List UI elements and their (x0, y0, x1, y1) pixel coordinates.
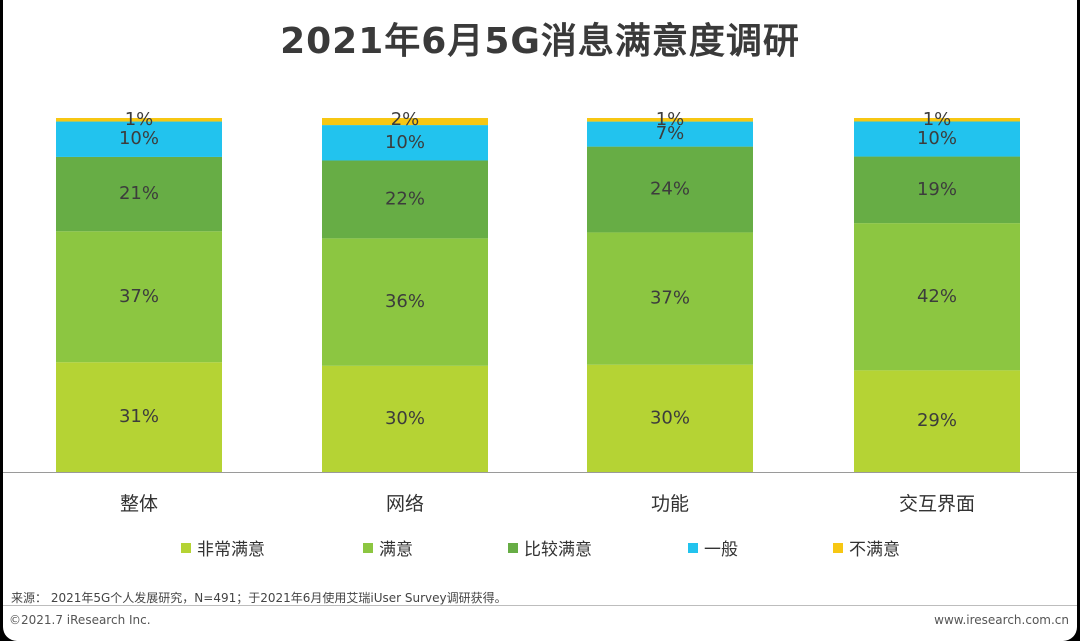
legend-label: 比较满意 (524, 540, 592, 560)
bar-segment (56, 121, 222, 157)
data-label: 42% (917, 286, 957, 307)
category-label: 交互界面 (899, 493, 975, 515)
bar-segment (322, 118, 488, 126)
legend-item: 非常满意 (181, 535, 265, 560)
bar-segment (322, 160, 488, 239)
data-label: 36% (385, 291, 425, 312)
legend-item: 比较满意 (508, 535, 592, 560)
bar-segment (587, 118, 753, 122)
bar-segment (56, 231, 222, 363)
legend-item: 一般 (688, 535, 738, 560)
bar-segment (587, 364, 753, 472)
footer-divider (3, 605, 1077, 606)
bar-segment (587, 146, 753, 233)
bar-segment (56, 156, 222, 232)
bar-segment (56, 362, 222, 472)
bar-segment (322, 238, 488, 366)
data-label: 10% (917, 128, 957, 149)
data-label: 24% (650, 179, 690, 200)
bar-segment (587, 121, 753, 147)
bar-segment (854, 370, 1020, 472)
category-label: 整体 (120, 493, 158, 515)
legend-swatch (181, 542, 191, 553)
bar-segment (854, 121, 1020, 157)
legend-label: 不满意 (849, 540, 900, 560)
data-label: 1% (923, 109, 952, 130)
website-link[interactable]: www.iresearch.com.cn (934, 613, 1069, 627)
legend-label: 非常满意 (197, 540, 265, 560)
legend-swatch (688, 542, 698, 553)
legend-label: 一般 (704, 540, 738, 560)
bar-segment (322, 125, 488, 161)
data-label: 37% (119, 286, 159, 307)
copyright-text: ©2021.7 iResearch Inc. (9, 613, 151, 627)
data-label: 19% (917, 179, 957, 200)
chart-title: 2021年6月5G消息满意度调研 (280, 21, 800, 62)
bar-segment (56, 118, 222, 122)
data-label: 30% (385, 408, 425, 429)
data-label: 21% (119, 183, 159, 204)
data-label: 29% (917, 410, 957, 431)
bar-segment (854, 156, 1020, 224)
legend-swatch (508, 542, 518, 553)
legend-swatch (363, 542, 373, 553)
bar-segment (854, 118, 1020, 122)
source-note: 来源： 2021年5G个人发展研究，N=491；于2021年6月使用艾瑞iUse… (11, 591, 507, 605)
legend-swatch (833, 542, 843, 553)
slide-frame: 2021年6月5G消息满意度调研 31% 37% 21% 10% 1% 整体 30% 36% 2… (3, 0, 1077, 641)
category-label: 网络 (386, 493, 424, 515)
data-label: 31% (119, 406, 159, 427)
data-label: 2% (391, 109, 420, 130)
legend-label: 满意 (379, 540, 413, 560)
bar-segment (854, 223, 1020, 371)
data-label: 1% (656, 109, 685, 130)
data-label: 37% (650, 288, 690, 309)
data-label: 10% (119, 128, 159, 149)
chart-legend: 非常满意 满意 比较满意 一般 不满意 (3, 535, 1077, 560)
category-label: 功能 (651, 493, 689, 515)
data-label: 1% (125, 109, 154, 130)
bar-segment (322, 365, 488, 472)
legend-item: 不满意 (833, 535, 900, 560)
stacked-bar-chart: 31%37%21%10%1%整体30%36%22%10%2%网络30%37%24… (3, 109, 1077, 515)
bar-segment (587, 232, 753, 365)
data-label: 30% (650, 407, 690, 428)
legend-item: 满意 (363, 535, 413, 560)
data-label: 22% (385, 188, 425, 209)
data-label: 7% (656, 123, 685, 144)
data-label: 10% (385, 132, 425, 153)
